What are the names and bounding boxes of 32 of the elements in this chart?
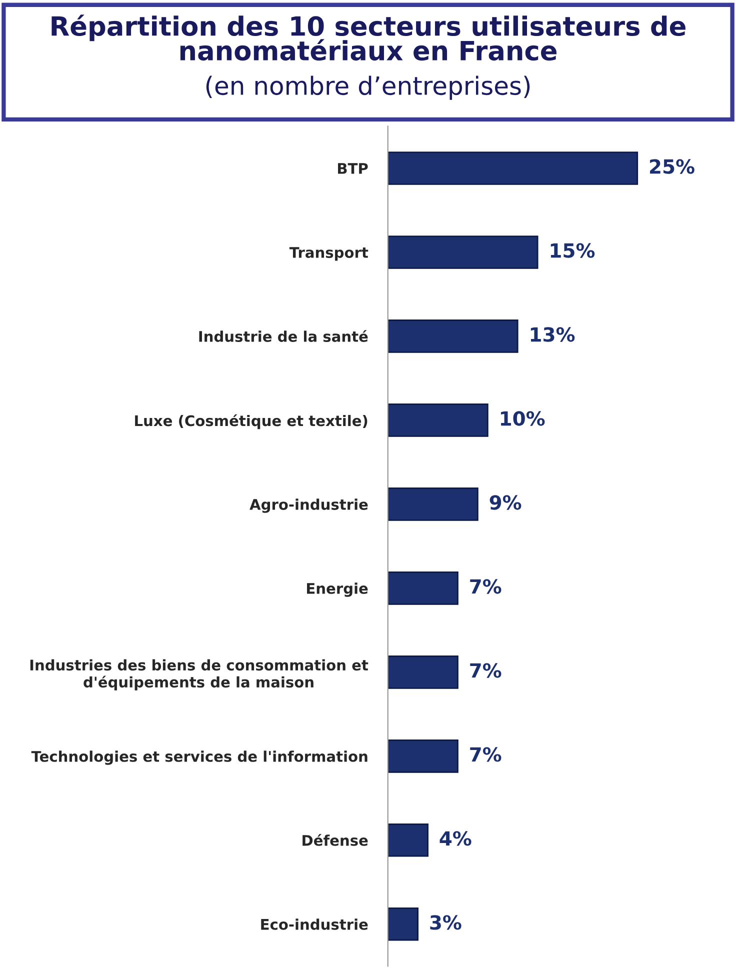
bar: [388, 656, 458, 689]
bar: [388, 907, 419, 941]
bar: [388, 824, 428, 857]
data-label: 7%: [470, 663, 502, 678]
bar: [388, 320, 518, 353]
y-tick-label: Transport: [289, 247, 368, 261]
bar: [388, 488, 478, 521]
bar: [388, 740, 458, 773]
y-tick-label: Luxe (Cosmétique et textile): [135, 414, 368, 430]
y-tick-label: Technologies et services de l'information: [31, 750, 368, 765]
y-tick-label: Eco-industrie: [261, 918, 368, 930]
chart-subtitle: (en nombre d’entreprises): [206, 76, 530, 100]
data-label: 9%: [490, 495, 522, 510]
data-label: 10%: [500, 411, 545, 426]
bar: [388, 236, 538, 269]
data-label: 7%: [470, 747, 502, 762]
data-label: 13%: [530, 327, 575, 342]
data-label: 3%: [430, 915, 462, 930]
data-label: 15%: [550, 243, 595, 258]
y-tick-label: Industries des biens de consommation et d'équipements de la maison: [30, 659, 368, 690]
y-tick-label: Défense: [302, 834, 368, 846]
data-label: 7%: [470, 579, 502, 594]
data-label: 25%: [650, 159, 694, 174]
y-tick-label: BTP: [338, 163, 368, 174]
chart-title: Répartition des 10 secteurs utilisateurs de nanomatériaux en France: [52, 14, 686, 61]
y-tick-label: Industrie de la santé: [199, 330, 368, 342]
y-tick-label: Energie: [307, 582, 368, 597]
bar: [388, 152, 638, 185]
bar: [388, 572, 458, 605]
data-label: 4%: [440, 831, 472, 846]
bar: [388, 404, 488, 437]
y-tick-label: Agro-industrie: [250, 498, 368, 513]
